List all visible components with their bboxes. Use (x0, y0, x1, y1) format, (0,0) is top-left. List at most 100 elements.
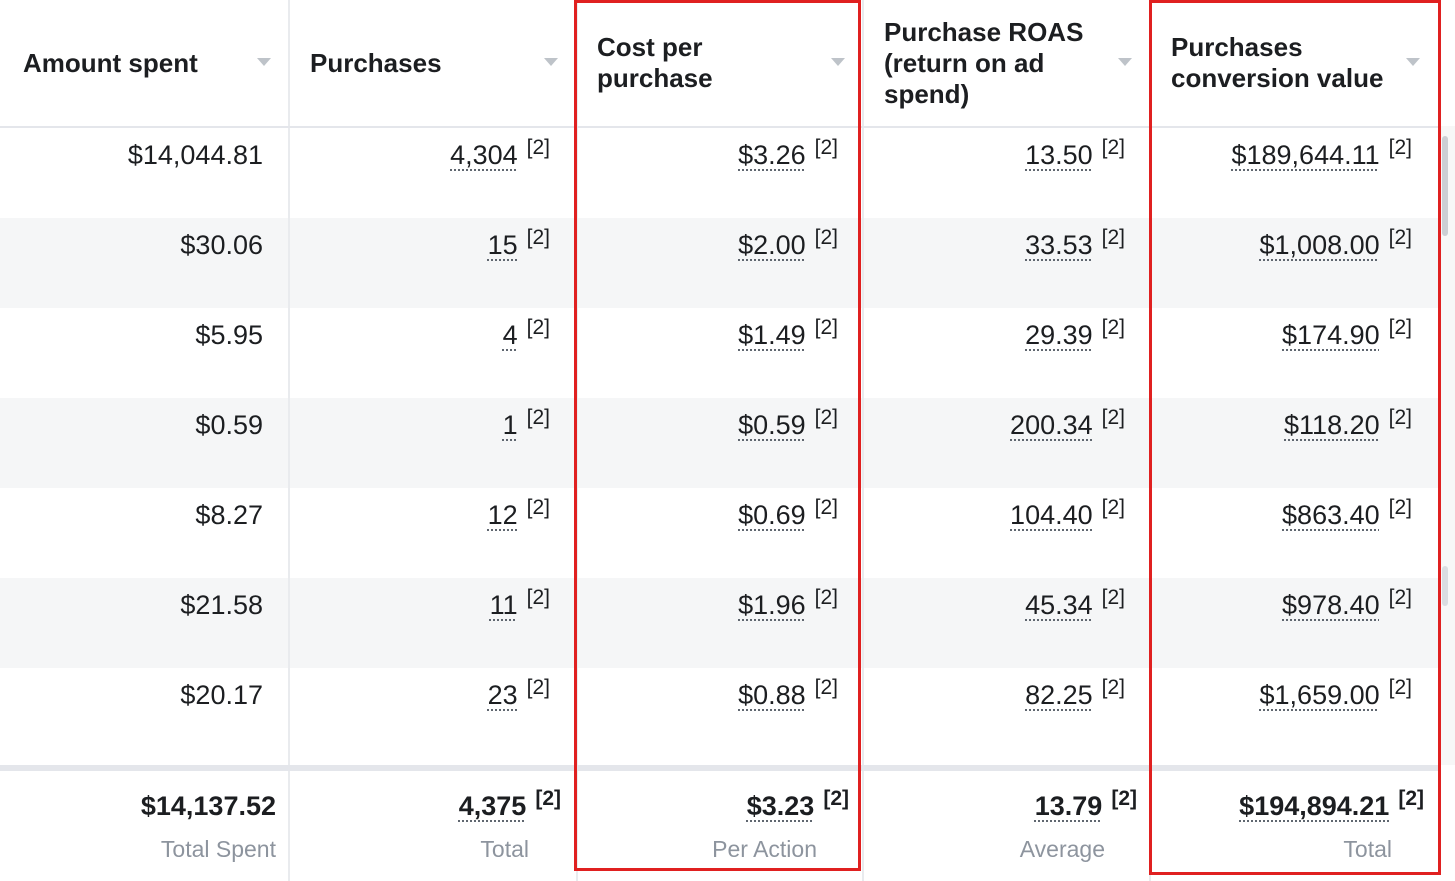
cost-value[interactable]: $0.69 (738, 500, 806, 530)
cost-value[interactable]: $1.96 (738, 590, 806, 620)
cost-value[interactable]: $0.88 (738, 680, 806, 710)
cost-value[interactable]: $1.49 (738, 320, 806, 350)
total-label: Total (1343, 836, 1392, 862)
attribution-note: [2] (1111, 787, 1137, 810)
amount-value: $14,044.81 (127, 140, 263, 170)
conversion-value-cell: $189,644.11 [2] (1152, 136, 1412, 180)
conversion-value[interactable]: $1,008.00 (1259, 230, 1380, 260)
sort-dropdown-icon[interactable] (831, 58, 845, 66)
scrollbar-thumb-secondary[interactable] (1442, 566, 1448, 606)
attribution-note: [2] (1398, 787, 1424, 810)
attribution-note: [2] (1388, 226, 1412, 249)
roas-value[interactable]: 82.25 (1025, 680, 1093, 710)
table-row[interactable]: $5.95 4 [2] $1.49 [2] 29.39 [2] $174.90 [2] (0, 308, 1438, 398)
column-header-purchase-roas[interactable]: Purchase ROAS (return on ad spend) (884, 0, 1114, 126)
roas-value[interactable]: 13.50 (1025, 140, 1093, 170)
scrollbar-thumb[interactable] (1442, 136, 1448, 236)
cost-cell: $1.96 [2] (578, 586, 838, 630)
roas-value[interactable]: 29.39 (1025, 320, 1093, 350)
column-header-label: Amount spent (23, 47, 198, 78)
amount-value: $8.27 (195, 500, 263, 530)
sort-dropdown-icon[interactable] (1118, 58, 1132, 66)
column-header-label: Purchases conversion value (1171, 32, 1384, 93)
purchases-cell: 15 [2] (290, 226, 550, 270)
conversion-value[interactable]: $189,644.11 (1231, 140, 1380, 170)
conversion-value-cell: $1,659.00 [2] (1152, 676, 1412, 720)
table-row[interactable]: $20.17 23 [2] $0.88 [2] 82.25 [2] $1,659.00… (0, 668, 1438, 758)
amount-cell: $20.17 (0, 680, 263, 720)
amount-value: $21.58 (180, 590, 263, 620)
amount-cell: $5.95 (0, 320, 263, 360)
column-header-label: Purchase ROAS (return on ad spend) (884, 16, 1084, 109)
conversion-value[interactable]: $174.90 (1282, 320, 1380, 350)
purchases-cell: 12 [2] (290, 496, 550, 540)
roas-value[interactable]: 104.40 (1010, 500, 1093, 530)
purchases-value[interactable]: 15 (487, 230, 518, 260)
total-label: Average (1019, 836, 1105, 862)
purchases-value[interactable]: 4,304 (450, 140, 518, 170)
total-amount-spent: $14,137.52 Total Spent (0, 791, 276, 863)
total-value[interactable]: 4,375 (458, 791, 527, 821)
table-row[interactable]: $0.59 1 [2] $0.59 [2] 200.34 [2] $118.20 [2] (0, 398, 1438, 488)
column-header-purchases[interactable]: Purchases (310, 0, 540, 126)
column-divider (862, 0, 864, 765)
purchases-cell: 4 [2] (290, 316, 550, 360)
attribution-note: [2] (814, 586, 838, 609)
column-header-label: Cost per purchase (597, 32, 713, 93)
attribution-note: [2] (535, 787, 561, 810)
conversion-value[interactable]: $1,659.00 (1259, 680, 1380, 710)
total-purchases: 4,375 [2] Total (290, 787, 561, 863)
attribution-note: [2] (1101, 406, 1125, 429)
purchases-value[interactable]: 1 (502, 410, 518, 440)
total-roas: 13.79 [2] Average (865, 787, 1137, 863)
purchases-cell: 23 [2] (290, 676, 550, 720)
table-row[interactable]: $21.58 11 [2] $1.96 [2] 45.34 [2] $978.40 [2… (0, 578, 1438, 668)
cost-value[interactable]: $0.59 (738, 410, 806, 440)
table-row[interactable]: $30.06 15 [2] $2.00 [2] 33.53 [2] $1,008.00… (0, 218, 1438, 308)
roas-value[interactable]: 33.53 (1025, 230, 1093, 260)
total-value[interactable]: $3.23 (746, 791, 815, 821)
conversion-value[interactable]: $978.40 (1282, 590, 1380, 620)
roas-value[interactable]: 45.34 (1025, 590, 1093, 620)
column-header-amount-spent[interactable]: Amount spent (23, 0, 263, 126)
column-header-cost-per-purchase[interactable]: Cost per purchase (597, 0, 827, 126)
purchases-value[interactable]: 11 (489, 590, 518, 620)
attribution-note: [2] (814, 316, 838, 339)
purchases-value[interactable]: 4 (502, 320, 518, 350)
cost-value[interactable]: $2.00 (738, 230, 806, 260)
cost-value[interactable]: $3.26 (738, 140, 806, 170)
cost-cell: $2.00 [2] (578, 226, 838, 270)
attribution-note: [2] (1101, 226, 1125, 249)
table-row[interactable]: $14,044.81 4,304 [2] $3.26 [2] 13.50 [2] $1… (0, 128, 1438, 218)
totals-row: $14,137.52 Total Spent 4,375 [2] Total $3… (0, 765, 1438, 881)
roas-value[interactable]: 200.34 (1010, 410, 1093, 440)
conversion-value[interactable]: $118.20 (1284, 410, 1380, 440)
roas-cell: 200.34 [2] (865, 406, 1125, 450)
attribution-note: [2] (526, 586, 550, 609)
total-value[interactable]: $194,894.21 (1239, 791, 1390, 821)
attribution-note: [2] (526, 406, 550, 429)
vertical-scrollbar[interactable] (1438, 126, 1455, 765)
cost-cell: $0.59 [2] (578, 406, 838, 450)
purchases-cell: 1 [2] (290, 406, 550, 450)
table-row[interactable]: $8.27 12 [2] $0.69 [2] 104.40 [2] $863.40 [2… (0, 488, 1438, 578)
sort-dropdown-icon[interactable] (1406, 58, 1420, 66)
amount-cell: $14,044.81 (0, 140, 263, 180)
column-divider (576, 0, 578, 765)
column-header-conversion-value[interactable]: Purchases conversion value (1171, 0, 1406, 126)
amount-value: $20.17 (180, 680, 263, 710)
purchases-value[interactable]: 12 (487, 500, 518, 530)
attribution-note: [2] (526, 496, 550, 519)
attribution-note: [2] (1388, 316, 1412, 339)
attribution-note: [2] (1388, 586, 1412, 609)
purchases-value[interactable]: 23 (487, 680, 518, 710)
sort-dropdown-icon[interactable] (257, 58, 271, 66)
column-header-label: Purchases (310, 47, 442, 78)
cost-cell: $1.49 [2] (578, 316, 838, 360)
total-value[interactable]: 13.79 (1034, 791, 1103, 821)
conversion-value[interactable]: $863.40 (1282, 500, 1380, 530)
attribution-note: [2] (1388, 496, 1412, 519)
column-divider (576, 771, 578, 881)
sort-dropdown-icon[interactable] (544, 58, 558, 66)
